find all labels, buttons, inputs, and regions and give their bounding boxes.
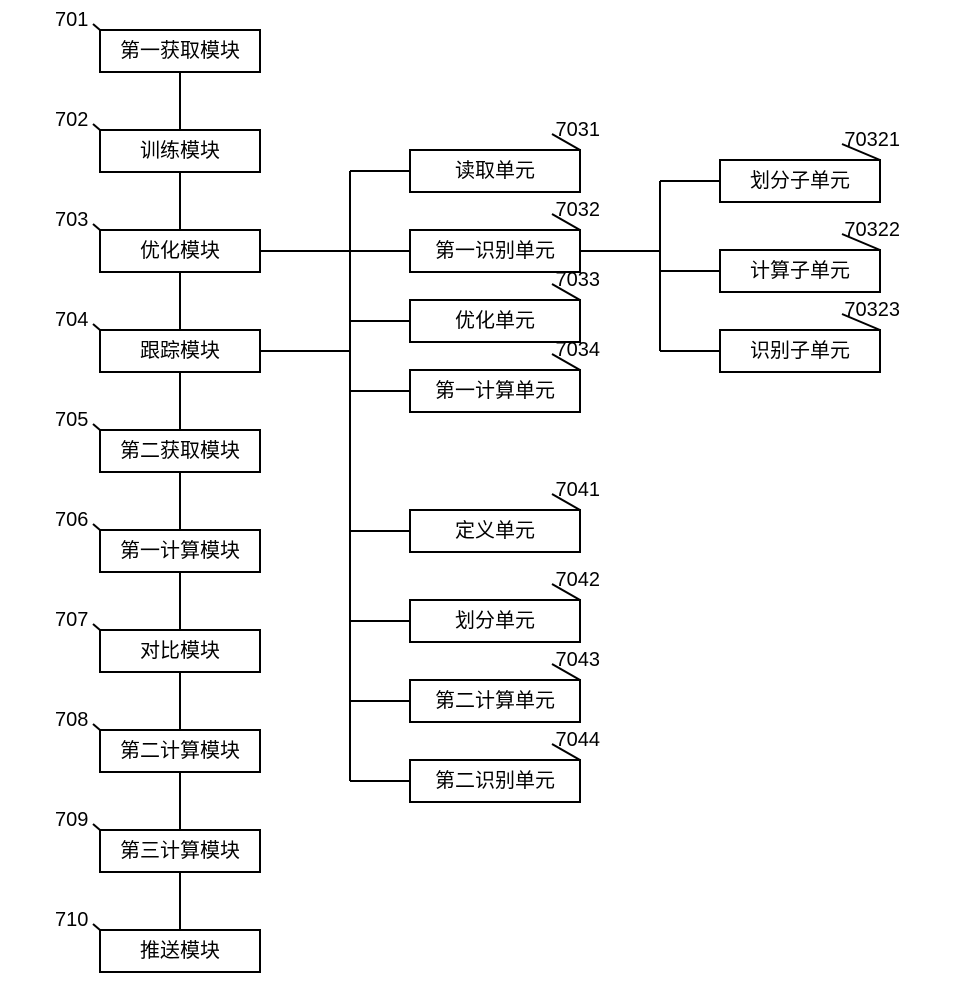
label-708: 708 <box>55 709 88 731</box>
label-7041: 7041 <box>556 479 601 501</box>
label-709: 709 <box>55 809 88 831</box>
box-708-text: 第二计算模块 <box>120 739 240 762</box>
label-7032: 7032 <box>556 199 601 221</box>
box-709-text: 第三计算模块 <box>120 839 240 862</box>
box-70321-text: 划分子单元 <box>750 169 850 192</box>
label-704: 704 <box>55 309 88 331</box>
label-701: 701 <box>55 9 88 31</box>
label-7031: 7031 <box>556 119 601 141</box>
label-7042: 7042 <box>556 569 601 591</box>
leader-702 <box>93 124 100 130</box>
leader-708 <box>93 724 100 730</box>
label-706: 706 <box>55 509 88 531</box>
box-7034-text: 第一计算单元 <box>435 379 555 402</box>
label-7043: 7043 <box>556 649 601 671</box>
box-7041-text: 定义单元 <box>455 519 535 542</box>
label-703: 703 <box>55 209 88 231</box>
box-7044-text: 第二识别单元 <box>435 769 555 792</box>
label-7034: 7034 <box>556 339 601 361</box>
box-7033-text: 优化单元 <box>455 309 535 332</box>
leader-710 <box>93 924 100 930</box>
box-7043-text: 第二计算单元 <box>435 689 555 712</box>
label-710: 710 <box>55 909 88 931</box>
box-70322-text: 计算子单元 <box>750 259 850 282</box>
box-704-text: 跟踪模块 <box>140 339 220 362</box>
label-705: 705 <box>55 409 88 431</box>
label-702: 702 <box>55 109 88 131</box>
label-707: 707 <box>55 609 88 631</box>
box-702-text: 训练模块 <box>140 139 220 162</box>
leader-701 <box>93 24 100 30</box>
leader-706 <box>93 524 100 530</box>
label-7044: 7044 <box>556 729 601 751</box>
box-703-text: 优化模块 <box>140 239 220 262</box>
box-701-text: 第一获取模块 <box>120 39 240 62</box>
box-706-text: 第一计算模块 <box>120 539 240 562</box>
box-705-text: 第二获取模块 <box>120 439 240 462</box>
leader-707 <box>93 624 100 630</box>
leader-709 <box>93 824 100 830</box>
box-707-text: 对比模块 <box>140 639 220 662</box>
box-7032-text: 第一识别单元 <box>435 239 555 262</box>
box-7031-text: 读取单元 <box>455 159 535 182</box>
box-7042-text: 划分单元 <box>455 609 535 632</box>
box-70323-text: 识别子单元 <box>750 339 850 362</box>
diagram-canvas: 第一获取模块 701 训练模块 702 优化模块 703 跟踪模块 704 第二获取模块 705 第… <box>0 0 963 1000</box>
box-710-text: 推送模块 <box>140 939 220 962</box>
leader-705 <box>93 424 100 430</box>
leader-704 <box>93 324 100 330</box>
label-7033: 7033 <box>556 269 601 291</box>
leader-703 <box>93 224 100 230</box>
